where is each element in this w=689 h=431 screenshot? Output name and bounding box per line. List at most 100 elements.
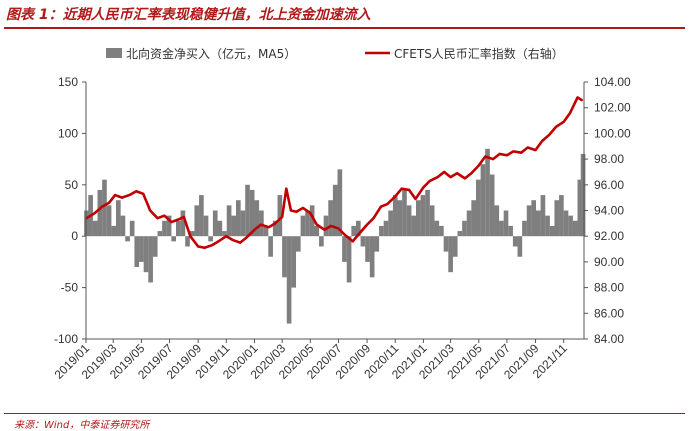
bar: [185, 236, 190, 247]
bar: [425, 189, 430, 237]
bar: [580, 153, 586, 237]
line-series: [85, 96, 583, 250]
bar: [508, 225, 513, 237]
right-tick-label: 104.00: [594, 75, 631, 89]
bar: [106, 205, 112, 237]
bar: [337, 169, 343, 237]
bar: [346, 236, 352, 283]
right-tick-label: 98.00: [594, 152, 624, 166]
left-tick-label: 0: [71, 229, 78, 243]
bar: [286, 236, 292, 324]
bar: [559, 195, 564, 237]
bar: [194, 205, 200, 237]
bar: [342, 236, 347, 262]
bar: [300, 215, 306, 237]
bar: [240, 210, 246, 237]
bar: [263, 225, 269, 237]
bar: [295, 236, 301, 252]
bar-series: [84, 148, 586, 324]
bar: [162, 220, 167, 237]
bar: [231, 215, 237, 237]
bar: [545, 215, 550, 237]
right-tick-label: 86.00: [594, 306, 624, 320]
bar: [448, 236, 453, 273]
bar: [120, 215, 126, 237]
bar: [92, 220, 98, 237]
bar: [282, 236, 287, 278]
left-tick-label: -50: [61, 281, 79, 295]
bar: [115, 200, 121, 237]
right-tick-label: 100.00: [594, 126, 631, 140]
right-tick-label: 92.00: [594, 229, 624, 243]
bar: [189, 231, 195, 237]
legend-label-bars: 北向资金净买入（亿元，MA5）: [126, 46, 296, 61]
bar: [471, 200, 477, 237]
bar: [494, 205, 500, 237]
bar: [489, 174, 495, 237]
bar: [125, 236, 130, 242]
right-tick-label: 90.00: [594, 255, 624, 269]
bar: [102, 179, 107, 237]
left-tick-label: 150: [58, 75, 78, 89]
bar: [259, 210, 264, 237]
bar: [175, 220, 181, 237]
bar: [203, 215, 209, 237]
bar: [480, 164, 486, 237]
bar: [475, 179, 481, 237]
bar: [512, 236, 518, 247]
bar: [392, 195, 398, 237]
bar: [402, 189, 407, 237]
bar: [549, 225, 555, 237]
legend: 北向资金净买入（亿元，MA5） CFETS人民币汇率指数（右轴）: [106, 46, 564, 61]
bar: [332, 184, 338, 237]
bar: [439, 225, 444, 237]
bar: [540, 195, 546, 237]
bar: [199, 195, 204, 237]
bar: [406, 205, 412, 237]
bar: [226, 205, 232, 237]
bar: [563, 210, 569, 237]
bar: [452, 236, 458, 257]
bar: [429, 205, 435, 237]
left-tick-label: 100: [58, 126, 78, 140]
footer-rule: [4, 413, 685, 414]
bar: [157, 231, 163, 237]
bar: [531, 200, 537, 237]
bar: [415, 200, 421, 237]
bar: [411, 215, 417, 237]
bar: [388, 210, 393, 237]
bar: [499, 220, 504, 237]
bar: [152, 236, 158, 257]
right-tick-label: 84.00: [594, 332, 624, 346]
bar: [420, 195, 426, 237]
bar: [365, 236, 370, 262]
bar: [111, 225, 117, 237]
bar: [572, 220, 578, 237]
figure-title: 图表 1：近期人民币汇率表现稳健升值，北上资金加速流入: [6, 7, 371, 23]
bar: [374, 236, 380, 252]
cfets-line: [85, 96, 583, 250]
bar: [139, 236, 144, 262]
bar: [166, 215, 172, 237]
bar: [129, 220, 135, 237]
bar: [134, 236, 140, 268]
legend-swatch-bars: [106, 48, 122, 58]
bar: [222, 231, 227, 237]
bar: [522, 220, 527, 237]
title-underline: [4, 27, 685, 29]
bar: [554, 200, 560, 237]
bar: [291, 236, 297, 288]
right-tick-label: 96.00: [594, 178, 624, 192]
bar: [245, 184, 250, 237]
bar: [568, 215, 573, 237]
bar: [466, 210, 472, 237]
bar: [457, 231, 463, 237]
bar: [212, 210, 218, 237]
bar: [383, 220, 389, 237]
bar: [97, 189, 103, 237]
bar: [277, 195, 283, 237]
bar: [485, 148, 490, 237]
bar: [355, 220, 361, 237]
bar: [397, 200, 403, 237]
